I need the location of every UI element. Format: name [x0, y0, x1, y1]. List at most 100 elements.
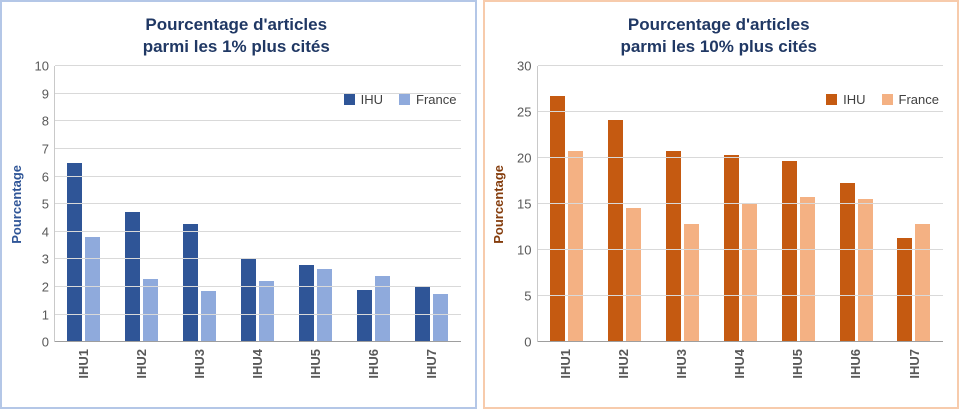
x-tick-label: IHU6: [365, 349, 381, 379]
x-tick: IHU7: [402, 342, 460, 396]
legend: IHU France: [826, 92, 939, 107]
y-tick-label: 30: [517, 58, 532, 74]
bar-IHU-IHU2: [125, 212, 141, 343]
gridline: [55, 175, 461, 177]
bar-IHU-IHU4: [241, 259, 257, 343]
bar-group-IHU2: [595, 66, 653, 343]
bar-group-IHU3: [171, 66, 229, 343]
bar-IHU-IHU2: [607, 120, 623, 343]
bar-group-IHU3: [653, 66, 711, 343]
bar-IHU-IHU3: [665, 150, 681, 343]
legend-label: France: [416, 92, 457, 108]
x-tick: IHU4: [228, 342, 286, 396]
chart-body: Pourcentage 0 1 2 3 4 5 6 7 8 9 10 IHU France IHU1 I…: [6, 60, 467, 396]
bar-France-IHU3: [683, 223, 699, 343]
plot-area: IHU France: [54, 65, 461, 343]
y-tick-label: 8: [41, 113, 49, 129]
x-tick-label: IHU3: [674, 349, 690, 379]
x-tick-label: IHU5: [307, 349, 323, 379]
x-tick-label: IHU7: [906, 349, 922, 379]
y-tick-label: 0: [524, 334, 532, 350]
gridline: [55, 203, 461, 205]
gridline: [537, 157, 943, 159]
x-tick: IHU1: [54, 342, 112, 396]
x-tick: IHU6: [827, 342, 885, 396]
x-tick: IHU2: [112, 342, 170, 396]
bar-France-IHU1: [85, 237, 101, 343]
bar-France-IHU6: [857, 198, 873, 343]
x-tick-label: IHU2: [616, 349, 632, 379]
bars-container: [538, 66, 944, 343]
legend-item-France: France: [399, 92, 457, 108]
bar-France-IHU2: [625, 207, 641, 343]
bar-IHU-IHU1: [549, 95, 565, 343]
y-axis-title: Pourcentage: [491, 164, 506, 244]
gridline: [537, 295, 943, 297]
y-tick-label: 15: [517, 196, 532, 212]
y-tick-label: 5: [524, 288, 532, 304]
y-tick-label: 7: [41, 141, 49, 157]
y-tick-label: 10: [34, 58, 49, 74]
legend-label: IHU: [843, 92, 866, 108]
bars-container: [55, 66, 461, 343]
x-axis-labels: IHU1 IHU2 IHU3 IHU4 IHU5 IHU6 IHU7: [537, 342, 944, 396]
x-tick-label: IHU4: [732, 349, 748, 379]
x-tick: IHU5: [286, 342, 344, 396]
legend-label: France: [898, 92, 939, 108]
bar-group-IHU5: [287, 66, 345, 343]
x-tick: IHU2: [595, 342, 653, 396]
gridline: [537, 203, 943, 205]
y-axis-tick-labels: 0 5 10 15 20 25 30: [509, 60, 537, 349]
chart-title-line2: parmi les 10% plus cités: [620, 37, 818, 57]
x-tick-label: IHU2: [133, 349, 149, 379]
x-tick: IHU3: [653, 342, 711, 396]
bar-IHU-IHU1: [67, 162, 83, 343]
y-tick-label: 2: [41, 279, 49, 295]
gridline: [537, 111, 943, 113]
x-tick-label: IHU7: [424, 349, 439, 379]
plot-area: IHU France: [536, 65, 944, 343]
legend-item-IHU: IHU: [826, 92, 866, 108]
chart-title-line1: Pourcentage d'articles: [145, 15, 328, 34]
y-tick-label: 0: [41, 334, 49, 350]
y-axis-tick-labels: 0 1 2 3 4 5 6 7 8 9 10: [26, 60, 54, 349]
x-tick: IHU5: [769, 342, 827, 396]
gridline: [55, 148, 461, 149]
chart-body: Pourcentage 0 5 10 15 20 25 30 IHU France IHU1 I…: [489, 60, 950, 396]
gridline: [55, 258, 461, 260]
bar-IHU-IHU6: [839, 183, 855, 343]
gridline: [537, 65, 943, 67]
bar-group-IHU7: [403, 66, 461, 343]
bar-France-IHU5: [317, 269, 333, 343]
chart-panel-top1pct: Pourcentage d'articles parmi les 1% plus…: [0, 0, 477, 409]
y-tick-label: 3: [41, 251, 49, 267]
bar-group-IHU4: [711, 66, 769, 343]
gridline: [55, 92, 461, 94]
y-axis-title-container: Pourcentage: [6, 66, 26, 342]
plot-column: IHU France IHU1 IHU2 IHU3 IHU4 IHU5 IHU6 IHU7: [536, 65, 950, 396]
chart-panel-top10pct: Pourcentage d'articles parmi les 10% plu…: [482, 0, 959, 409]
bar-IHU-IHU5: [781, 160, 797, 343]
legend-item-IHU: IHU: [343, 92, 383, 107]
bar-France-IHU4: [741, 203, 757, 343]
legend: IHU France: [343, 92, 457, 108]
x-axis-line: [55, 341, 461, 343]
gridline: [55, 230, 461, 232]
bar-IHU-IHU3: [183, 223, 199, 343]
bar-France-IHU3: [201, 291, 217, 343]
chart-title: Pourcentage d'articles parmi les 10% plu…: [489, 14, 950, 58]
bar-IHU-IHU7: [414, 287, 430, 343]
chart-title: Pourcentage d'articles parmi les 1% plus…: [6, 14, 467, 58]
bar-France-IHU2: [143, 278, 159, 343]
y-tick-label: 5: [41, 196, 49, 212]
y-tick-label: 9: [41, 86, 49, 102]
y-axis-title: Pourcentage: [8, 164, 24, 244]
gridline: [55, 65, 461, 67]
x-tick-label: IHU4: [249, 349, 265, 379]
chart-title-line2: parmi les 1% plus cités: [142, 37, 330, 57]
gridline: [55, 286, 461, 287]
x-tick-label: IHU1: [558, 349, 574, 379]
bar-group-IHU4: [229, 66, 287, 343]
bar-group-IHU1: [55, 66, 113, 343]
